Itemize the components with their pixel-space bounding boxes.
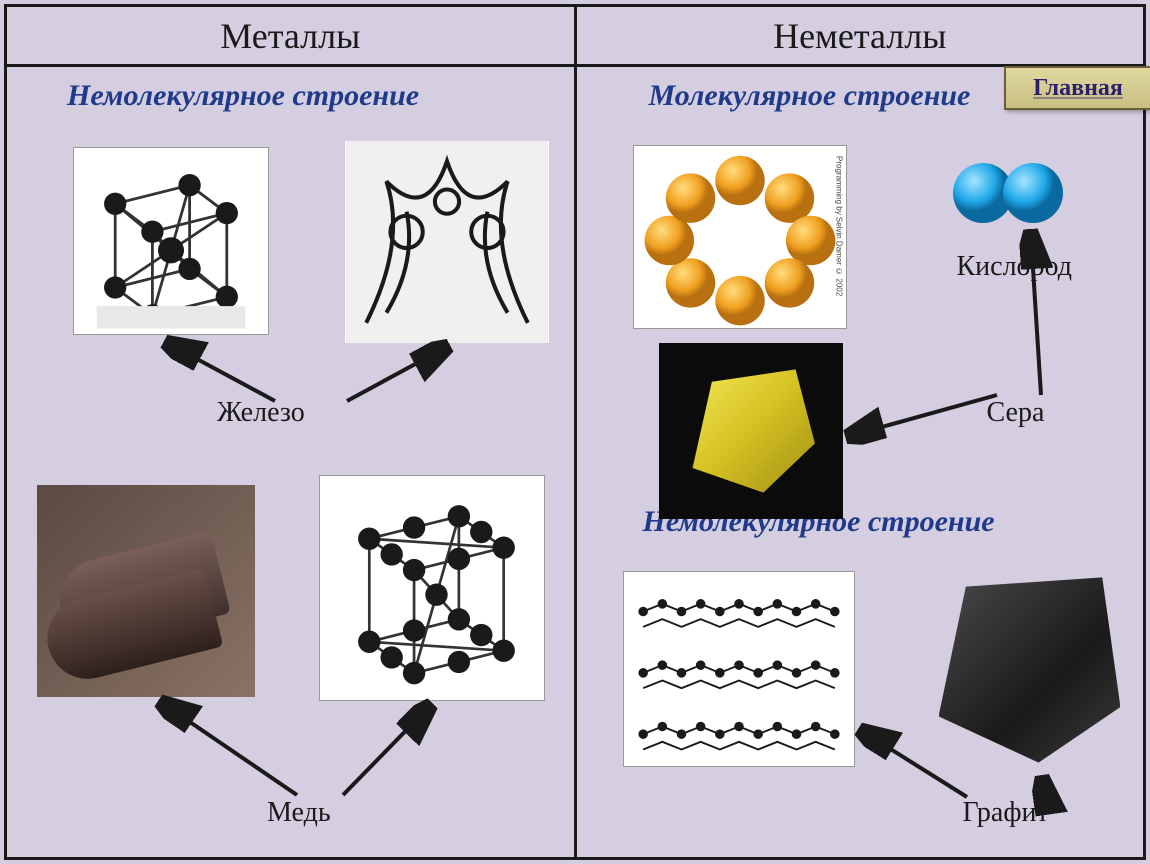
graphene-lattice-image: [623, 571, 855, 767]
o2-molecule-icon: [939, 157, 1077, 229]
table-body-row: Немолекулярное строение: [7, 67, 1143, 860]
sulfur-rock-icon: [659, 343, 843, 519]
header-nonmetals: Неметаллы: [577, 7, 1144, 64]
copper-label: Медь: [267, 797, 331, 829]
graphite-rock-icon: [923, 561, 1137, 779]
s8-molecule-icon: [634, 146, 846, 328]
sulfur-rock-image: [659, 343, 843, 519]
copper-lattice-image: [319, 475, 545, 701]
copper-pipes-image: [37, 485, 255, 697]
metals-subheading: Немолекулярное строение: [67, 79, 419, 113]
content-table: Металлы Неметаллы Немолекулярное строени…: [4, 4, 1146, 860]
header-metals: Металлы: [7, 7, 577, 64]
iron-wrought-image: [345, 141, 549, 343]
graphite-rock-image: [923, 561, 1137, 779]
molecular-subheading: Молекулярное строение: [649, 79, 971, 113]
oxygen-label: Кислород: [957, 251, 1073, 283]
s8-copyright: Programming by Selvin Damer © 2002: [835, 156, 844, 296]
bcc-lattice-icon: [74, 148, 268, 334]
fcc-lattice-icon: [320, 476, 544, 700]
iron-label: Железо: [217, 397, 305, 429]
table-header-row: Металлы Неметаллы: [7, 7, 1143, 67]
home-button[interactable]: Главная: [1004, 66, 1150, 110]
o2-molecule-image: [939, 157, 1077, 229]
nonmetals-panel: Молекулярное строение Немолекулярное стр…: [577, 67, 1144, 860]
s8-ring-image: Programming by Selvin Damer © 2002: [633, 145, 847, 329]
graphene-sheets-icon: [624, 572, 854, 766]
graphite-label: Графит: [963, 797, 1049, 829]
metals-panel: Немолекулярное строение: [7, 67, 577, 860]
iron-lattice-image: [73, 147, 269, 335]
sulfur-label: Сера: [987, 397, 1045, 429]
copper-pipes-icon: [37, 485, 255, 697]
wrought-iron-icon: [345, 141, 549, 343]
